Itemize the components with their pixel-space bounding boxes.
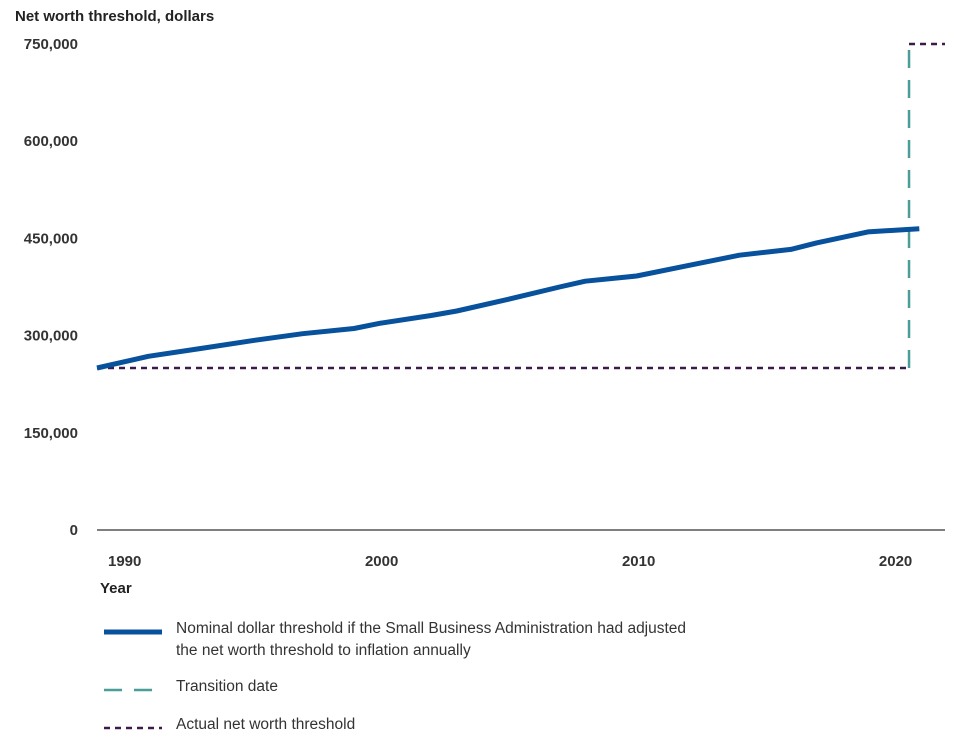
y-axis-title: Net worth threshold, dollars [15,8,215,25]
y-tick-label: 450,000 [24,230,78,247]
legend-label-nominal: Nominal dollar threshold if the Small Bu… [176,620,687,659]
y-tick-label: 0 [70,522,78,539]
y-tick-label: 750,000 [24,36,78,53]
line-chart: 0 150,000 300,000 450,000 600,000 750,000 1990… [24,36,945,570]
legend-item-actual: Actual net worth threshold [100,714,940,738]
legend-item-transition: Transition date [100,676,940,700]
series-nominal-threshold-line [96,226,920,371]
x-tick-label: 2020 [879,553,912,570]
legend-item-nominal: Nominal dollar threshold if the Small Bu… [100,618,940,662]
x-tick-label: 2000 [365,553,398,570]
x-tick-label: 2010 [622,553,655,570]
legend-label-actual: Actual net worth threshold [176,716,356,733]
legend-swatch-actual [104,726,162,730]
y-tick-label: 150,000 [24,425,78,442]
legend-swatch-nominal [104,629,162,635]
legend-swatch-transition [104,688,162,692]
legend: Nominal dollar threshold if the Small Bu… [100,618,940,752]
y-tick-label: 300,000 [24,328,78,345]
x-tick-label: 1990 [108,553,141,570]
y-tick-label: 600,000 [24,133,78,150]
legend-label-transition: Transition date [176,678,278,695]
x-axis-title: Year [100,580,132,597]
